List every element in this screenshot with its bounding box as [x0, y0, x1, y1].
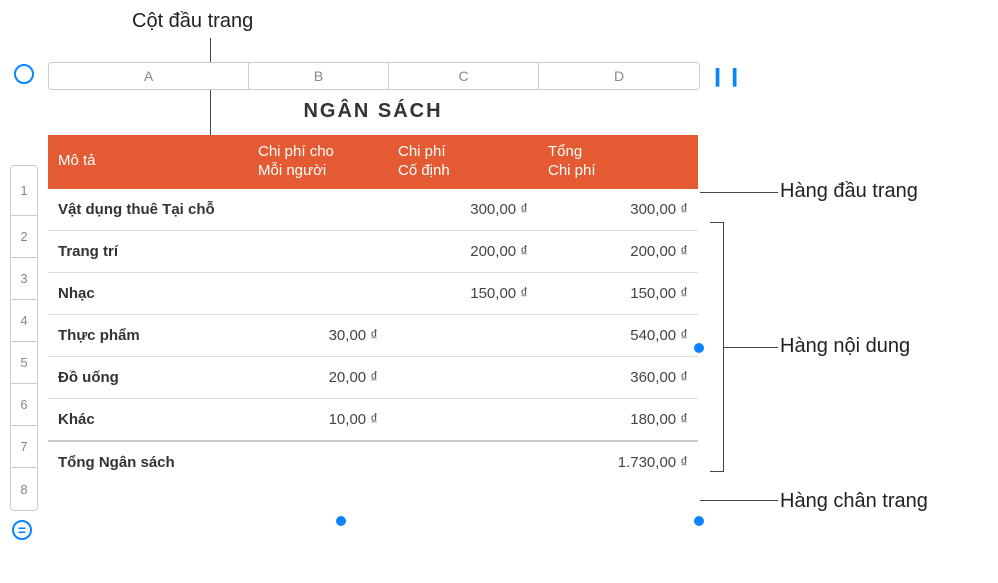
footer-per[interactable] [248, 441, 388, 483]
table-row[interactable]: Đồ uống 20,00 ₫ 360,00 ₫ [48, 357, 698, 399]
header-desc[interactable]: Mô tả [48, 135, 248, 189]
cell-per[interactable]: 20,00 ₫ [248, 357, 388, 399]
row-header-1[interactable]: 1 [11, 166, 37, 216]
selection-handle[interactable] [694, 516, 704, 526]
cell-fixed[interactable]: 300,00 ₫ [388, 189, 538, 231]
footer-desc[interactable]: Tổng Ngân sách [48, 441, 248, 483]
bracket-body [710, 222, 724, 472]
column-header-b[interactable]: B [249, 63, 389, 89]
table-row[interactable]: Trang trí 200,00 ₫ 200,00 ₫ [48, 231, 698, 273]
cell-total[interactable]: 200,00 ₫ [538, 231, 698, 273]
table-body: Vật dụng thuê Tại chỗ 300,00 ₫ 300,00 ₫ … [48, 189, 698, 441]
annotation-header-row: Hàng đầu trang [780, 180, 918, 203]
cell-total[interactable]: 360,00 ₫ [538, 357, 698, 399]
cell-fixed[interactable]: 200,00 ₫ [388, 231, 538, 273]
row-header-6[interactable]: 6 [11, 384, 37, 426]
cell-total[interactable]: 300,00 ₫ [538, 189, 698, 231]
cell-per[interactable] [248, 273, 388, 315]
add-row-button[interactable]: = [12, 520, 32, 540]
cell-desc[interactable]: Nhạc [48, 273, 248, 315]
header-fixed[interactable]: Chi phí Cố định [388, 135, 538, 189]
table-row[interactable]: Vật dụng thuê Tại chỗ 300,00 ₫ 300,00 ₫ [48, 189, 698, 231]
row-header-5[interactable]: 5 [11, 342, 37, 384]
row-header-2[interactable]: 2 [11, 216, 37, 258]
cell-desc[interactable]: Đồ uống [48, 357, 248, 399]
cell-desc[interactable]: Thực phẩm [48, 315, 248, 357]
column-header-c[interactable]: C [389, 63, 539, 89]
annotation-column-header: Cột đầu trang [132, 10, 253, 33]
cell-per[interactable] [248, 189, 388, 231]
footer-total[interactable]: 1.730,00 ₫ [538, 441, 698, 483]
column-header-d[interactable]: D [539, 63, 699, 89]
leader-line [700, 500, 778, 501]
annotation-body-rows: Hàng nội dung [780, 335, 910, 358]
cell-total[interactable]: 540,00 ₫ [538, 315, 698, 357]
row-header-bar: 1 2 3 4 5 6 7 8 [10, 165, 38, 511]
add-column-button[interactable]: ❙❙ [710, 66, 744, 87]
header-per[interactable]: Chi phí cho Mỗi người [248, 135, 388, 189]
row-header-4[interactable]: 4 [11, 300, 37, 342]
row-header-3[interactable]: 3 [11, 258, 37, 300]
table-title[interactable]: NGÂN SÁCH [48, 100, 698, 123]
header-total[interactable]: Tổng Chi phí [538, 135, 698, 189]
column-header-a[interactable]: A [49, 63, 249, 89]
table-row[interactable]: Khác 10,00 ₫ 180,00 ₫ [48, 399, 698, 441]
cell-desc[interactable]: Trang trí [48, 231, 248, 273]
cell-fixed[interactable]: 150,00 ₫ [388, 273, 538, 315]
cell-desc[interactable]: Vật dụng thuê Tại chỗ [48, 189, 248, 231]
cell-per[interactable] [248, 231, 388, 273]
table-row[interactable]: Thực phẩm 30,00 ₫ 540,00 ₫ [48, 315, 698, 357]
leader-line [700, 192, 778, 193]
header-row[interactable]: Mô tả Chi phí cho Mỗi người Chi phí Cố đ… [48, 135, 698, 189]
cell-per[interactable]: 30,00 ₫ [248, 315, 388, 357]
select-all-handle[interactable] [14, 64, 34, 84]
column-header-bar: A B C D [48, 62, 700, 90]
cell-per[interactable]: 10,00 ₫ [248, 399, 388, 441]
selection-handle[interactable] [694, 343, 704, 353]
row-header-8[interactable]: 8 [11, 468, 37, 510]
annotation-footer-row: Hàng chân trang [780, 490, 928, 513]
selection-handle[interactable] [336, 516, 346, 526]
cell-fixed[interactable] [388, 357, 538, 399]
cell-fixed[interactable] [388, 315, 538, 357]
row-header-7[interactable]: 7 [11, 426, 37, 468]
footer-fixed[interactable] [388, 441, 538, 483]
table-row[interactable]: Nhạc 150,00 ₫ 150,00 ₫ [48, 273, 698, 315]
cell-fixed[interactable] [388, 399, 538, 441]
budget-table: Mô tả Chi phí cho Mỗi người Chi phí Cố đ… [48, 135, 698, 483]
cell-total[interactable]: 180,00 ₫ [538, 399, 698, 441]
leader-line [724, 347, 778, 348]
cell-desc[interactable]: Khác [48, 399, 248, 441]
footer-row[interactable]: Tổng Ngân sách 1.730,00 ₫ [48, 441, 698, 483]
cell-total[interactable]: 150,00 ₫ [538, 273, 698, 315]
